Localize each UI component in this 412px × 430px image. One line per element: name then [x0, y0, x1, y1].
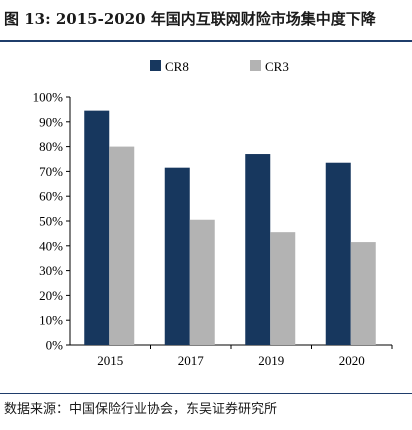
bar-cr3-2020 [350, 242, 376, 345]
bar-chart: CR8 CR3 0% 10% 20% 30% 40% 50% 60% 70% 80% 90% 100% 2… [33, 59, 393, 368]
y-tick-label: 40% [39, 238, 63, 253]
bar-cr8-2017 [164, 167, 190, 345]
y-tick-label: 70% [39, 164, 63, 179]
bar-cr8-2019 [245, 154, 271, 345]
y-tick-label: 0% [46, 338, 64, 353]
x-tick-label-2015: 2015 [97, 353, 123, 368]
title-divider [0, 40, 412, 42]
y-tick-label: 60% [39, 189, 63, 204]
bar-cr3-2015 [109, 146, 135, 345]
bar-cr8-2015 [84, 110, 110, 345]
y-tick-label: 50% [39, 214, 63, 229]
y-tick-label: 100% [33, 90, 64, 105]
source-divider [0, 393, 412, 394]
legend-swatch-cr8 [150, 60, 161, 71]
x-tick-label-2017: 2017 [178, 353, 205, 368]
bar-cr3-2017 [189, 219, 215, 345]
figure-title: 图 13: 2015-2020 年国内互联网财险市场集中度下降 [4, 10, 376, 28]
source-note: 数据来源：中国保险行业协会，东吴证券研究所 [4, 402, 278, 417]
legend-swatch-cr3 [250, 60, 261, 71]
y-tick-label: 20% [39, 288, 63, 303]
x-tick-label-2019: 2019 [258, 353, 284, 368]
legend-label-cr8: CR8 [165, 59, 189, 74]
y-tick-label: 80% [39, 139, 63, 154]
y-tick-label: 10% [39, 313, 63, 328]
bar-cr8-2020 [325, 162, 351, 345]
legend-label-cr3: CR3 [265, 59, 289, 74]
y-tick-label: 90% [39, 114, 63, 129]
y-tick-label: 30% [39, 263, 63, 278]
x-tick-label-2020: 2020 [339, 353, 365, 368]
bar-cr3-2019 [270, 232, 296, 345]
